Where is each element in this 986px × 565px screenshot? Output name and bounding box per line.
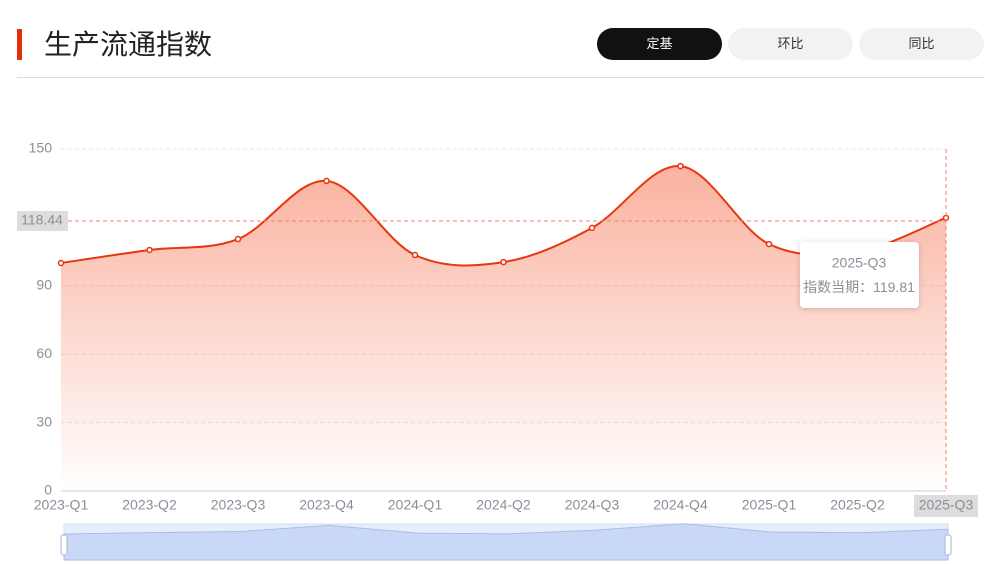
y-tick-label: 30: [36, 413, 52, 429]
tab[interactable]: 定基: [597, 28, 722, 60]
x-tick-label: 2024-Q4: [653, 497, 708, 513]
point: [411, 251, 419, 259]
x-tick-label: 2025-Q2: [830, 497, 885, 513]
point: [765, 240, 773, 248]
tab[interactable]: 环比: [728, 28, 853, 60]
point: [500, 258, 507, 266]
x-label-highlight: [914, 495, 978, 517]
tab[interactable]: 同比: [859, 28, 984, 60]
crosshair-label-bg: [17, 210, 68, 231]
tooltip-title: 2025-Q3: [832, 255, 887, 271]
area: [61, 165, 946, 491]
y-tick-label: 0: [44, 482, 52, 498]
y-tick-label: 60: [36, 345, 52, 361]
x-tick-label: 2023-Q4: [299, 497, 354, 513]
y-tick-label: 90: [36, 277, 52, 293]
y-tick-label: 150: [29, 140, 53, 156]
point: [588, 224, 596, 232]
x-tick-label: 2025-Q1: [742, 497, 797, 513]
x-tick-label: 2024-Q1: [388, 497, 443, 513]
x-tick-label: 2024-Q2: [476, 497, 531, 513]
x-tick-label: 2023-Q1: [34, 497, 89, 513]
title-accent: [17, 29, 22, 60]
zoom-handle[interactable]: [60, 534, 68, 556]
tooltip-box: [800, 242, 919, 308]
x-tick-label: 2024-Q3: [565, 497, 620, 513]
tooltip-line: 指数当期：119.81: [803, 279, 915, 295]
page-title: 生产流通指数: [44, 29, 213, 60]
point: [146, 246, 153, 254]
point: [234, 235, 242, 243]
divider: [17, 77, 985, 78]
x-tick-label: 2025-Q3: [919, 497, 974, 513]
point: [323, 177, 330, 185]
crosshair-label: 118.44: [21, 212, 63, 228]
point: [57, 259, 65, 267]
x-tick-label: 2023-Q2: [122, 497, 177, 513]
point: [677, 162, 684, 170]
x-tick-label: 2023-Q3: [211, 497, 266, 513]
tooltip-label: 指数当期：: [803, 279, 873, 295]
tooltip: 2025-Q3 指数当期：119.81: [800, 242, 919, 308]
zoom-handle[interactable]: [944, 534, 952, 556]
tooltip-value: 119.81: [873, 279, 915, 295]
